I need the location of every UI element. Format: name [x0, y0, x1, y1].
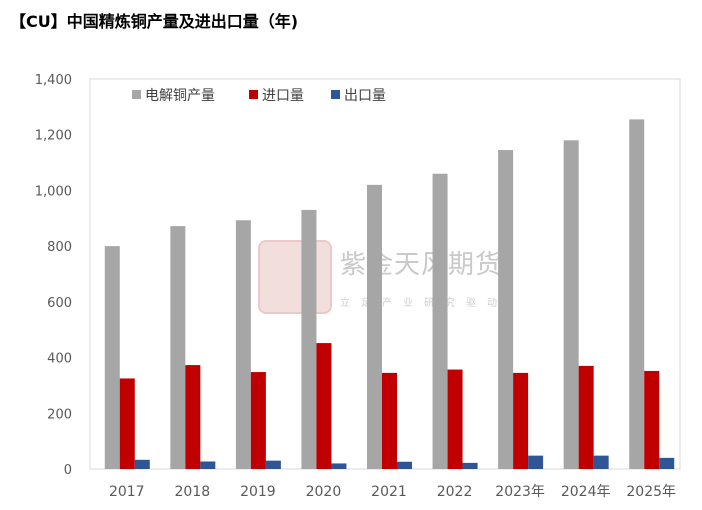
y-tick-label: 1,400	[35, 73, 72, 88]
x-tick-label: 2024年	[561, 484, 611, 500]
bar-export-2020	[331, 463, 347, 469]
bar-import-2017	[119, 378, 135, 469]
x-tick-label: 2021	[371, 484, 407, 500]
legend-swatch	[249, 90, 258, 99]
y-tick-label: 600	[47, 296, 72, 311]
bar-export-2024年	[593, 455, 609, 469]
watermark-brand: 紫金天风期货	[340, 250, 503, 280]
bar-import-2025年	[644, 370, 660, 469]
y-tick-label: 1,200	[35, 129, 72, 144]
x-tick-label: 2017	[109, 484, 145, 500]
bar-production-2024年	[563, 140, 579, 470]
watermark-logo	[258, 240, 332, 314]
bar-export-2022	[462, 462, 478, 469]
y-tick-label: 1,000	[35, 184, 72, 199]
bar-production-2021	[367, 184, 382, 469]
bar-production-2025年	[629, 119, 645, 470]
y-tick-label: 0	[64, 463, 72, 478]
bar-export-2019	[265, 460, 281, 469]
legend-label: 进口量	[262, 88, 304, 104]
chart-title: 【CU】中国精炼铜产量及进出口量（年)	[10, 12, 299, 31]
bar-export-2017	[134, 459, 150, 469]
bar-production-2019	[235, 220, 251, 469]
bar-import-2019	[250, 372, 266, 469]
bar-import-2024年	[578, 365, 594, 469]
bar-production-2017	[104, 246, 120, 469]
x-tick-label: 2020	[306, 484, 342, 500]
bar-export-2023年	[528, 455, 544, 469]
legend-label: 电解铜产量	[145, 88, 215, 104]
x-tick-label: 2019	[240, 484, 276, 500]
legend-swatch	[132, 90, 141, 99]
bar-import-2021	[382, 372, 397, 469]
x-tick-label: 2025年	[626, 484, 676, 500]
legend-label: 出口量	[344, 88, 386, 104]
bar-import-2020	[316, 343, 332, 469]
x-tick-label: 2018	[175, 484, 211, 500]
watermark-slogan: 立足产业研究驱动	[340, 298, 508, 309]
y-tick-label: 800	[47, 240, 72, 255]
x-tick-label: 2023年	[495, 484, 545, 500]
bar-export-2021	[397, 461, 412, 469]
x-tick-label: 2022	[437, 484, 473, 500]
bar-production-2018	[170, 226, 186, 469]
bar-import-2018	[185, 365, 201, 469]
bar-import-2022	[447, 369, 463, 469]
bar-production-2020	[301, 209, 317, 469]
bar-export-2025年	[659, 457, 675, 469]
bar-production-2022	[432, 173, 448, 469]
legend-swatch	[331, 90, 340, 99]
bar-import-2023年	[513, 372, 529, 469]
bar-production-2023年	[498, 150, 514, 470]
bar-export-2018	[200, 461, 216, 469]
y-tick-label: 200	[47, 407, 72, 422]
y-tick-label: 400	[47, 352, 72, 367]
